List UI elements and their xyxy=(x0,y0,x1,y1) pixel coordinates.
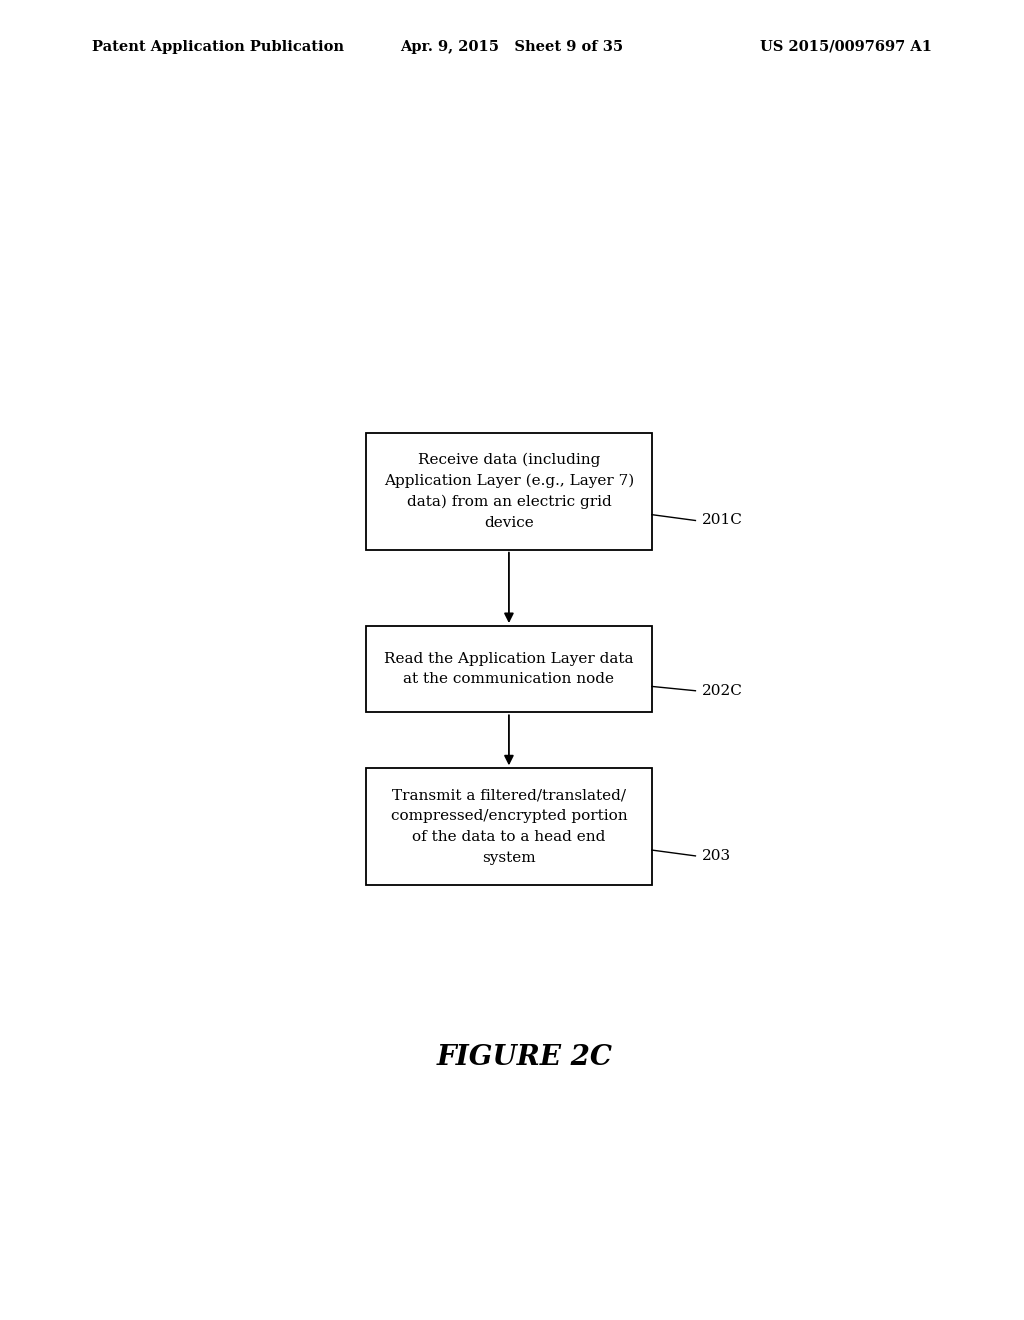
Text: Read the Application Layer data
at the communication node: Read the Application Layer data at the c… xyxy=(384,652,634,686)
Text: 201C: 201C xyxy=(701,513,742,528)
Text: Transmit a filtered/translated/
compressed/encrypted portion
of the data to a he: Transmit a filtered/translated/ compress… xyxy=(390,789,628,865)
Text: 203: 203 xyxy=(701,849,731,863)
Text: FIGURE 2C: FIGURE 2C xyxy=(437,1044,612,1072)
Text: Patent Application Publication: Patent Application Publication xyxy=(92,40,344,54)
Bar xyxy=(367,626,651,713)
Text: Receive data (including
Application Layer (e.g., Layer 7)
data) from an electric: Receive data (including Application Laye… xyxy=(384,453,634,531)
Text: Apr. 9, 2015   Sheet 9 of 35: Apr. 9, 2015 Sheet 9 of 35 xyxy=(400,40,624,54)
Bar xyxy=(367,433,651,549)
Text: 202C: 202C xyxy=(701,684,742,698)
Text: US 2015/0097697 A1: US 2015/0097697 A1 xyxy=(760,40,932,54)
Bar xyxy=(367,768,651,886)
